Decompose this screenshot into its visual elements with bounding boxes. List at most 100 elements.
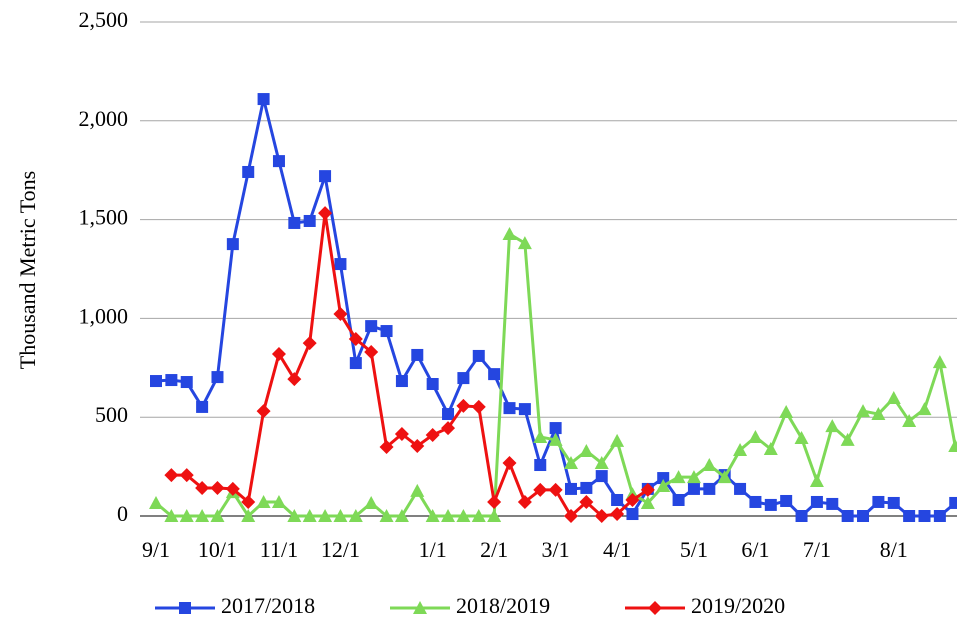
data-point xyxy=(179,468,194,483)
data-point xyxy=(488,368,501,381)
data-point xyxy=(257,93,270,106)
data-point xyxy=(841,510,854,522)
y-tick-label: 500 xyxy=(95,402,128,427)
series-line xyxy=(171,211,649,518)
data-point xyxy=(287,509,302,522)
data-point xyxy=(165,374,178,387)
data-point xyxy=(211,371,224,384)
legend-marker xyxy=(413,601,427,614)
data-point xyxy=(517,494,532,509)
y-tick-label: 2,000 xyxy=(79,106,129,131)
data-point xyxy=(364,344,379,359)
data-point xyxy=(809,474,824,488)
y-axis-title: Thousand Metric Tons xyxy=(15,171,40,369)
data-point xyxy=(518,403,531,416)
data-point xyxy=(210,509,225,522)
data-point xyxy=(333,509,348,522)
data-point xyxy=(411,348,424,361)
data-point xyxy=(903,510,916,522)
data-point xyxy=(271,346,286,361)
data-point xyxy=(149,495,163,509)
data-point xyxy=(872,495,885,508)
data-point xyxy=(471,509,486,522)
data-point xyxy=(780,494,793,507)
data-point xyxy=(717,470,732,484)
data-point xyxy=(179,509,194,522)
data-point xyxy=(395,375,408,388)
data-point xyxy=(425,427,440,442)
data-point xyxy=(687,482,700,495)
data-point xyxy=(195,480,210,495)
data-point xyxy=(471,399,486,414)
data-point xyxy=(379,440,394,455)
data-point xyxy=(932,355,947,369)
data-point xyxy=(533,429,548,443)
data-point xyxy=(763,442,778,456)
data-point xyxy=(517,236,532,250)
data-point xyxy=(272,155,285,168)
data-point xyxy=(441,509,456,522)
data-point xyxy=(242,165,255,178)
y-tick-label: 1,000 xyxy=(79,303,129,328)
data-point xyxy=(810,495,823,508)
data-point xyxy=(671,470,686,484)
x-tick-label: 9/1 xyxy=(142,537,170,562)
data-point xyxy=(318,206,333,221)
data-point xyxy=(795,510,808,522)
legend-label: 2018/2019 xyxy=(456,593,550,618)
legend-marker xyxy=(179,602,191,614)
data-point xyxy=(241,509,256,522)
data-point xyxy=(825,419,840,433)
data-point xyxy=(472,349,485,362)
data-point xyxy=(857,510,870,522)
data-point xyxy=(826,497,839,510)
x-tick-label: 7/1 xyxy=(803,537,831,562)
data-point xyxy=(365,320,378,333)
data-point xyxy=(563,456,578,470)
data-point xyxy=(579,494,594,509)
data-point xyxy=(456,509,471,522)
data-point xyxy=(394,426,409,441)
x-tick-label: 4/1 xyxy=(603,537,631,562)
data-point xyxy=(594,509,609,523)
y-tick-label: 2,500 xyxy=(79,7,129,32)
data-point xyxy=(379,509,394,522)
data-point xyxy=(764,498,777,511)
data-point xyxy=(595,470,608,483)
data-point xyxy=(225,481,240,496)
data-point xyxy=(195,509,210,522)
x-tick-label: 10/1 xyxy=(198,537,237,562)
data-point xyxy=(349,357,362,370)
data-point xyxy=(549,422,562,435)
data-point xyxy=(303,214,316,227)
data-point xyxy=(871,407,886,421)
data-point xyxy=(918,510,931,522)
data-point xyxy=(456,398,471,413)
data-point xyxy=(302,509,317,522)
data-point xyxy=(657,472,670,485)
x-tick-label: 8/1 xyxy=(880,537,908,562)
data-point xyxy=(686,470,701,484)
data-point xyxy=(640,495,655,509)
data-point xyxy=(150,375,162,388)
legend-marker xyxy=(648,601,662,615)
data-point xyxy=(563,509,578,523)
data-point xyxy=(887,496,900,509)
y-tick-label: 1,500 xyxy=(79,205,129,230)
data-point xyxy=(949,496,957,509)
data-point xyxy=(702,458,717,472)
data-point xyxy=(288,216,301,229)
x-tick-label: 3/1 xyxy=(542,537,570,562)
data-point xyxy=(256,404,271,419)
data-point xyxy=(426,378,439,391)
data-point xyxy=(333,307,348,322)
data-point xyxy=(626,508,639,521)
data-point xyxy=(487,509,502,522)
data-point xyxy=(394,509,409,522)
x-tick-label: 12/1 xyxy=(321,537,360,562)
data-point xyxy=(180,376,193,389)
data-point xyxy=(287,372,302,387)
data-point xyxy=(733,443,748,457)
data-point xyxy=(548,432,563,446)
